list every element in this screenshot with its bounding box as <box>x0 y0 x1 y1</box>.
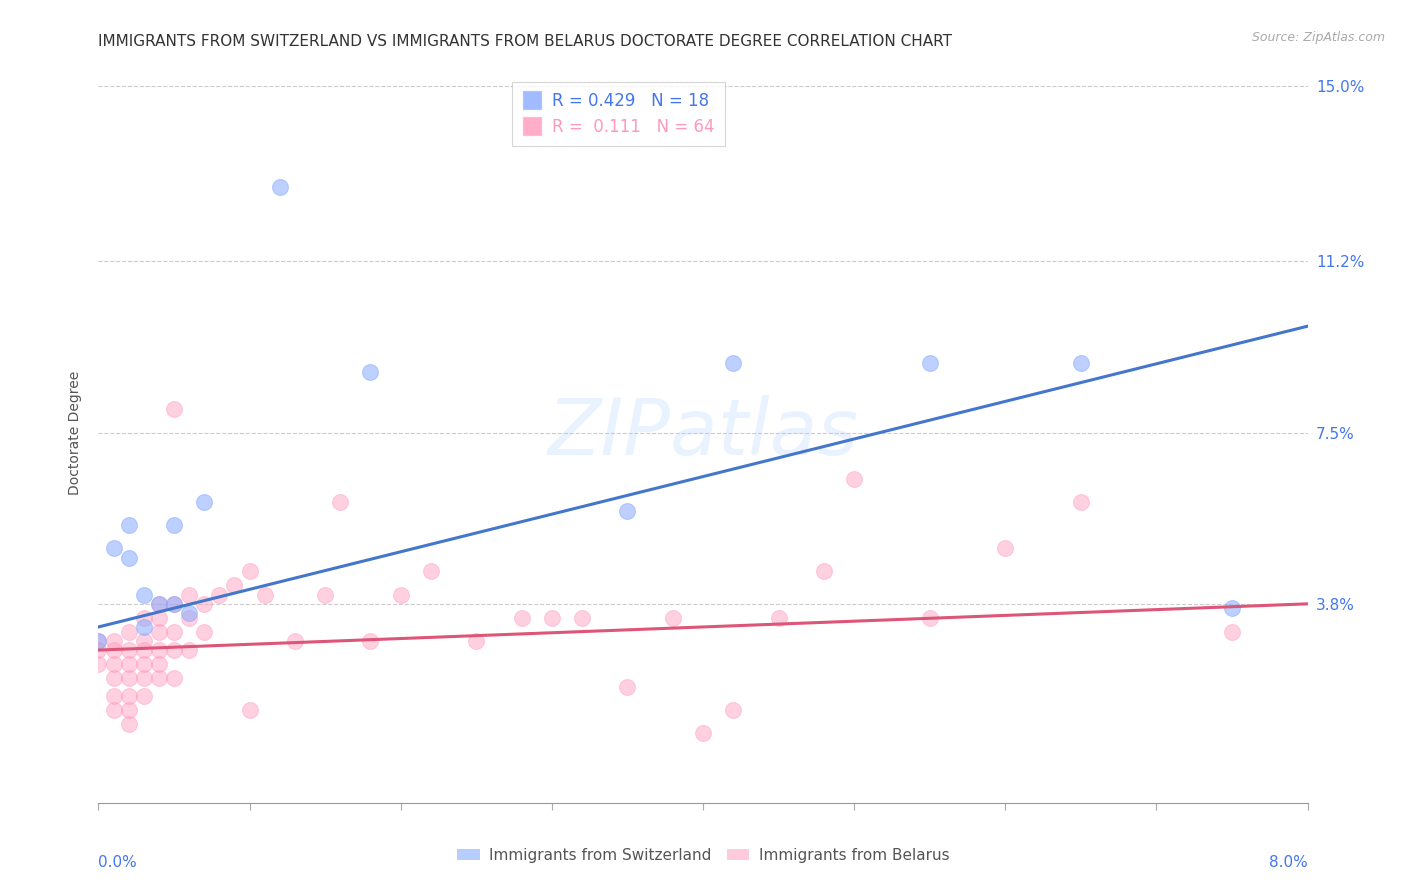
Point <box>1070 356 1092 370</box>
Point <box>389 588 412 602</box>
Point <box>179 588 201 602</box>
Point <box>616 504 638 518</box>
Point <box>284 633 307 648</box>
Point <box>118 657 141 671</box>
Point <box>723 356 745 370</box>
Point <box>540 610 562 624</box>
Point <box>329 495 352 509</box>
Point <box>918 356 941 370</box>
Point <box>148 597 170 611</box>
Point <box>163 518 186 533</box>
Point <box>239 565 262 579</box>
Point <box>193 495 215 509</box>
Point <box>510 610 533 624</box>
Point <box>163 624 186 639</box>
Point <box>148 610 170 624</box>
Point <box>148 597 170 611</box>
Point <box>179 610 201 624</box>
Point <box>148 657 170 671</box>
Point <box>132 610 155 624</box>
Point <box>314 588 336 602</box>
Point <box>723 703 745 717</box>
Text: 0.0%: 0.0% <box>98 855 138 870</box>
Point <box>118 690 141 704</box>
Point <box>1220 624 1243 639</box>
Point <box>132 671 155 685</box>
Point <box>132 588 155 602</box>
Point <box>87 643 110 657</box>
Point <box>118 624 141 639</box>
Point <box>692 726 714 740</box>
Point <box>132 620 155 634</box>
Y-axis label: Doctorate Degree: Doctorate Degree <box>69 370 83 495</box>
Point <box>465 633 488 648</box>
Legend: Immigrants from Switzerland, Immigrants from Belarus: Immigrants from Switzerland, Immigrants … <box>451 842 955 869</box>
Text: IMMIGRANTS FROM SWITZERLAND VS IMMIGRANTS FROM BELARUS DOCTORATE DEGREE CORRELAT: IMMIGRANTS FROM SWITZERLAND VS IMMIGRANT… <box>98 34 952 49</box>
Point <box>179 606 201 620</box>
Point <box>360 366 382 380</box>
Point <box>118 643 141 657</box>
Point <box>148 624 170 639</box>
Point <box>118 550 141 565</box>
Point <box>103 657 125 671</box>
Point <box>132 643 155 657</box>
Point <box>208 588 231 602</box>
Point <box>253 588 276 602</box>
Point <box>163 643 186 657</box>
Point <box>571 610 593 624</box>
Point <box>224 578 246 592</box>
Point <box>87 633 110 648</box>
Point <box>179 643 201 657</box>
Text: ZIPatlas: ZIPatlas <box>547 394 859 471</box>
Point <box>269 180 291 194</box>
Point <box>103 690 125 704</box>
Point <box>163 402 186 417</box>
Point <box>118 671 141 685</box>
Text: 8.0%: 8.0% <box>1268 855 1308 870</box>
Point <box>163 671 186 685</box>
Point <box>994 541 1017 556</box>
Point <box>661 610 683 624</box>
Point <box>87 633 110 648</box>
Point <box>103 671 125 685</box>
Point <box>103 633 125 648</box>
Point <box>163 597 186 611</box>
Point <box>420 565 443 579</box>
Point <box>844 472 866 486</box>
Point <box>103 541 125 556</box>
Point <box>103 703 125 717</box>
Point <box>163 597 186 611</box>
Point <box>103 643 125 657</box>
Point <box>118 717 141 731</box>
Point <box>148 671 170 685</box>
Point <box>193 624 215 639</box>
Point <box>132 657 155 671</box>
Point <box>239 703 262 717</box>
Point <box>132 690 155 704</box>
Point <box>1070 495 1092 509</box>
Point <box>768 610 790 624</box>
Point <box>132 633 155 648</box>
Point <box>87 657 110 671</box>
Text: Source: ZipAtlas.com: Source: ZipAtlas.com <box>1251 31 1385 45</box>
Point <box>918 610 941 624</box>
Point <box>360 633 382 648</box>
Point <box>616 680 638 694</box>
Point <box>148 643 170 657</box>
Point <box>118 703 141 717</box>
Point <box>1220 601 1243 615</box>
Point <box>118 518 141 533</box>
Point <box>193 597 215 611</box>
Point <box>813 565 835 579</box>
